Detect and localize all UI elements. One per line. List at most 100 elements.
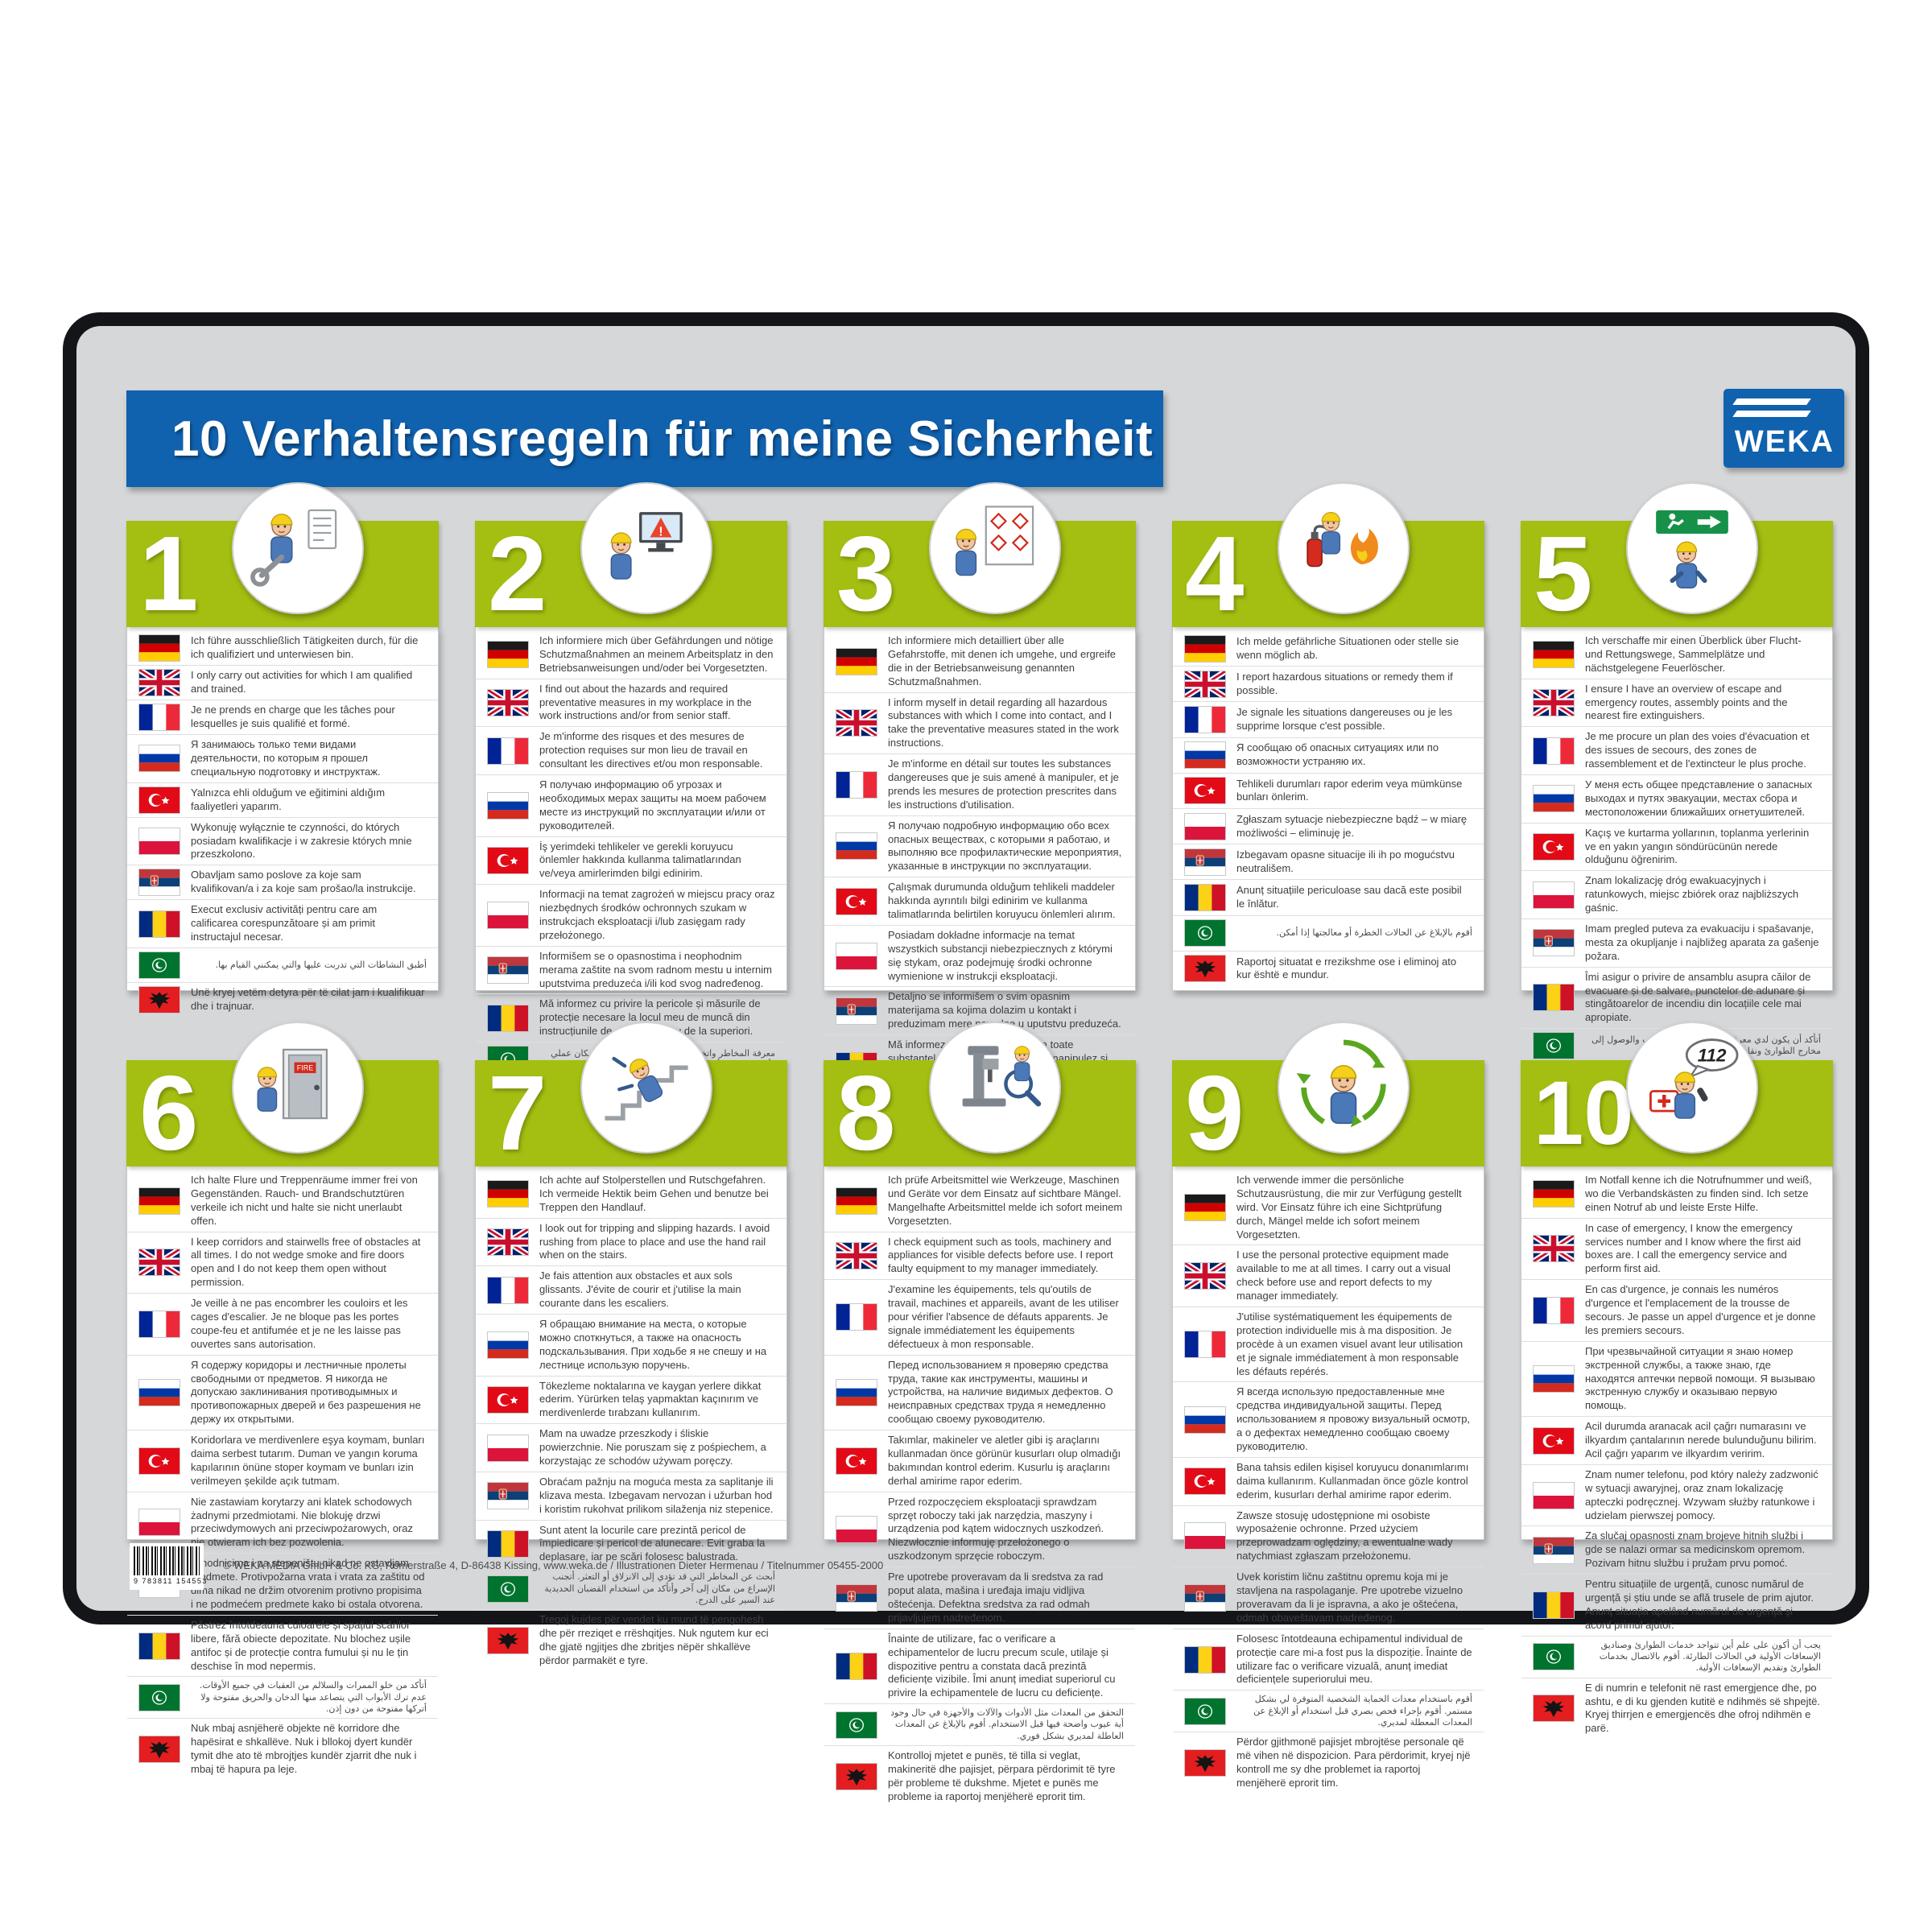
language-list: Ich prüfe Arbeitsmittel wie Werkzeuge, M… bbox=[824, 1166, 1136, 1802]
illustration-check-equipment bbox=[929, 1022, 1062, 1154]
language-row-rs: Obraćam pažnju na moguća mesta za saplit… bbox=[476, 1471, 786, 1520]
flag-ar-icon bbox=[836, 1711, 877, 1739]
rule-text-ar: أتأكد من خلو الممرات والسلالم من العقبات… bbox=[199, 1680, 427, 1714]
flag-ar-icon bbox=[1184, 1697, 1226, 1725]
rule-text-de: Ich melde gefährliche Situationen oder s… bbox=[1236, 634, 1459, 661]
rule-text-pl: Informacji na temat zagrożeń w miejscu p… bbox=[539, 888, 775, 941]
flag-al-icon bbox=[138, 1736, 180, 1764]
language-row-de: Im Notfall kenne ich die Notrufnummer un… bbox=[1521, 1170, 1832, 1218]
language-row-gb: I find out about the hazards and require… bbox=[476, 678, 786, 727]
rule-column-3: 3 Ich informiere mich detailliert über a… bbox=[824, 482, 1136, 1187]
rule-text-al: Unë kryej vetëm detyra për të cilat jam … bbox=[191, 986, 425, 1013]
language-row-al: Unë kryej vetëm detyra për të cilat jam … bbox=[127, 982, 438, 1017]
rule-text-rs: Detaljno se informišem o svim opasnim ma… bbox=[888, 990, 1121, 1030]
rule-text-fr: Je fais attention aux obstacles et aux s… bbox=[539, 1269, 741, 1310]
language-row-al: Kontrolloj mjetet e punës, të tilla si v… bbox=[824, 1745, 1135, 1807]
language-row-al: Tregoj kujdes për vendet ku mund të peng… bbox=[476, 1609, 786, 1671]
rule-text-ro: Înainte de utilizare, fac o verificare a… bbox=[888, 1632, 1116, 1699]
flag-fr-icon bbox=[1184, 1331, 1226, 1359]
flag-ru-icon bbox=[138, 1378, 180, 1406]
language-row-de: Ich halte Flure und Treppenräume immer f… bbox=[127, 1170, 438, 1232]
rule-text-rs: Informišem se o opasnostima i neophodnim… bbox=[539, 949, 772, 989]
rule-number: 2 bbox=[488, 514, 547, 633]
rule-header-band: 9 bbox=[1172, 1022, 1484, 1166]
rule-number: 10 bbox=[1534, 1063, 1634, 1163]
flag-gb-icon bbox=[1533, 689, 1575, 716]
rule-column-6: 6 FIRE Ich halte Flure und Treppenräume … bbox=[126, 1022, 439, 1775]
language-row-ar: أبحث عن المخاطر التي قد تؤدي إلى الانزلا… bbox=[476, 1567, 786, 1609]
language-row-fr: Je veille à ne pas encombrer les couloir… bbox=[127, 1293, 438, 1355]
svg-text:FIRE: FIRE bbox=[297, 1064, 313, 1072]
language-row-rs: Informišem se o opasnostima i neophodnim… bbox=[476, 945, 786, 994]
flag-de-icon bbox=[836, 647, 877, 675]
flag-al-icon bbox=[1184, 955, 1226, 983]
rule-number: 8 bbox=[836, 1054, 896, 1172]
flag-fr-icon bbox=[836, 1303, 877, 1331]
language-row-ar: التحقق من المعدات مثل الأدوات والآلات وا… bbox=[824, 1703, 1135, 1745]
rule-text-de: Ich achte auf Stolperstellen und Rutschg… bbox=[539, 1174, 769, 1213]
flag-pl-icon bbox=[1184, 1522, 1226, 1550]
language-row-ru: Я сообщаю об опасных ситуациях или по во… bbox=[1173, 737, 1484, 773]
flag-tr-icon bbox=[487, 846, 529, 874]
rule-text-tr: Yalnızca ehli olduğum ve eğitimini aldığ… bbox=[191, 786, 386, 812]
rule-text-al: Raportoj situatat e rrezikshme ose i eli… bbox=[1236, 955, 1457, 981]
rule-column-8: 8 Ich prüfe Arbeitsmittel wie Werkzeuge,… bbox=[824, 1022, 1136, 1802]
rule-text-al: Përdor gjithmonë pajisjet mbrojtëse pers… bbox=[1236, 1736, 1471, 1789]
rule-text-ar: أبحث عن المخاطر التي قد تؤدي إلى الانزلا… bbox=[544, 1571, 775, 1605]
illustration-qualified-work bbox=[232, 482, 365, 614]
rule-text-gb: I check equipment such as tools, machine… bbox=[888, 1235, 1113, 1275]
flag-ru-icon bbox=[836, 832, 877, 861]
language-row-fr: J'utilise systématiquement les équipemen… bbox=[1173, 1307, 1484, 1381]
language-row-gb: I inform myself in detail regarding all … bbox=[824, 691, 1135, 754]
rule-text-ru: Я обращаю внимание на места, о которые м… bbox=[539, 1318, 767, 1371]
language-list: Ich achte auf Stolperstellen und Rutschg… bbox=[475, 1166, 787, 1666]
flag-tr-icon bbox=[138, 786, 180, 814]
rule-text-fr: Je me procure un plan des voies d'évacua… bbox=[1585, 730, 1810, 770]
rule-text-ar: أقوم بالإبلاغ عن الحالات الخطرة أو معالج… bbox=[1276, 927, 1472, 939]
flag-ro-icon bbox=[487, 1004, 529, 1032]
language-row-ru: Перед использованием я проверяю средства… bbox=[824, 1354, 1135, 1430]
rule-header-band: 5 bbox=[1521, 482, 1833, 627]
language-row-gb: I ensure I have an overview of escape an… bbox=[1521, 678, 1832, 727]
language-row-fr: Je me procure un plan des voies d'évacua… bbox=[1521, 726, 1832, 774]
flag-fr-icon bbox=[836, 770, 877, 799]
rule-text-ar: التحقق من المعدات مثل الأدوات والآلات وا… bbox=[890, 1707, 1124, 1741]
rule-text-tr: Bana tahsis edilen kişisel koruyucu dona… bbox=[1236, 1460, 1469, 1501]
rule-text-pl: Przed rozpoczęciem eksploatacji sprawdza… bbox=[888, 1495, 1104, 1563]
rule-column-1: 1 Ich führe ausschließlich Tätigkeiten d… bbox=[126, 482, 439, 1014]
language-row-pl: Informacji na temat zagrożeń w miejscu p… bbox=[476, 884, 786, 946]
language-row-ro: Pentru situațiile de urgență, cunosc num… bbox=[1521, 1574, 1832, 1636]
language-row-ru: Я всегда использую предоставленные мне с… bbox=[1173, 1381, 1484, 1456]
flag-de-icon bbox=[1533, 641, 1575, 669]
rule-text-pl: Znam lokalizację dróg ewakuacyjnych i ra… bbox=[1585, 874, 1799, 914]
language-row-ru: Я обращаю внимание на места, о которые м… bbox=[476, 1314, 786, 1376]
flag-rs-icon bbox=[836, 997, 877, 1025]
rule-text-ru: У меня есть общее представление о запасн… bbox=[1585, 778, 1813, 818]
rule-text-fr: Je veille à ne pas encombrer les couloir… bbox=[191, 1297, 408, 1350]
rule-number: 4 bbox=[1185, 514, 1245, 633]
rule-text-pl: Zgłaszam sytuacje niebezpieczne bądź – w… bbox=[1236, 812, 1468, 839]
rule-text-ru: Я всегда использую предоставленные мне с… bbox=[1236, 1385, 1471, 1453]
rule-text-tr: Çalışmak durumunda olduğum tehlikeli mad… bbox=[888, 881, 1116, 921]
language-row-de: Ich informiere mich über Gefährdungen un… bbox=[476, 631, 786, 679]
language-row-gb: I report hazardous situations or remedy … bbox=[1173, 666, 1484, 701]
illustration-personal-protective-equipment bbox=[1278, 1022, 1410, 1154]
rule-text-gb: I look out for tripping and slipping haz… bbox=[539, 1221, 770, 1261]
language-row-fr: Je m'informe des risques et des mesures … bbox=[476, 726, 786, 774]
language-row-pl: Wykonuję wyłącznie te czynności, do któr… bbox=[127, 816, 438, 865]
language-row-pl: Zawsze stosuję udostępnione mi osobiste … bbox=[1173, 1505, 1484, 1567]
weka-stripes-icon bbox=[1732, 398, 1811, 423]
rule-text-ru: Перед использованием я проверяю средства… bbox=[888, 1358, 1113, 1426]
rule-text-ru: Я получаю подробную информацию обо всех … bbox=[888, 819, 1122, 873]
flag-rs-icon bbox=[138, 869, 180, 897]
flag-gb-icon bbox=[1184, 1262, 1226, 1290]
rule-text-tr: İş yerimdeki tehlikeler ve gerekli koruy… bbox=[539, 840, 741, 880]
flag-rs-icon bbox=[1533, 929, 1575, 957]
language-row-de: Ich verschaffe mir einen Überblick über … bbox=[1521, 631, 1832, 679]
language-row-al: Përdor gjithmonë pajisjet mbrojtëse pers… bbox=[1173, 1732, 1484, 1794]
language-row-ar: أقوم باستخدام معدات الحماية الشخصية المت… bbox=[1173, 1690, 1484, 1732]
flag-pl-icon bbox=[1533, 1481, 1575, 1509]
illustration-trip-slip-hazards bbox=[580, 1022, 713, 1154]
rule-header-band: 2 ! bbox=[475, 482, 787, 633]
flag-gb-icon bbox=[487, 1228, 529, 1256]
